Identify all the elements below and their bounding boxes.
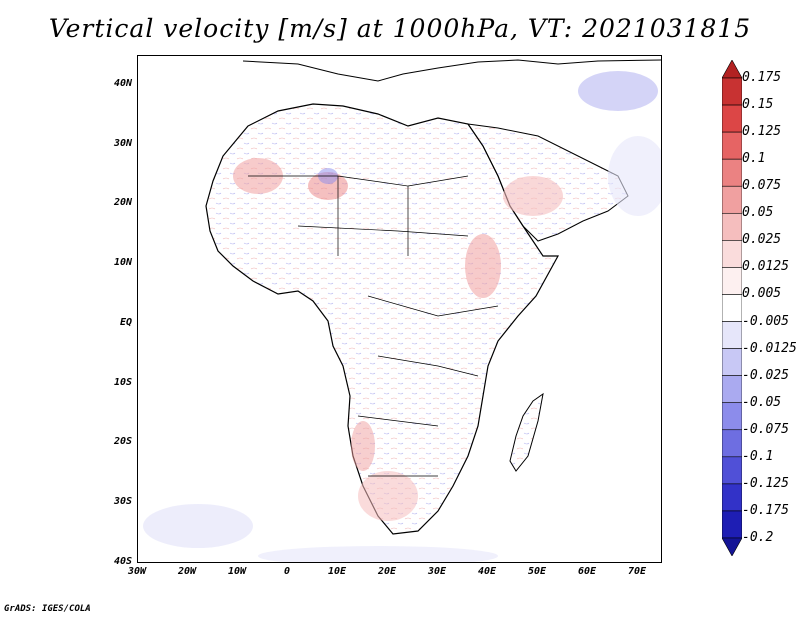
- colorbar-label: 0.025: [742, 232, 782, 248]
- lat-tick-label: 30S: [113, 496, 132, 508]
- colorbar-label: -0.025: [742, 367, 789, 383]
- colorbar-segment: [722, 158, 742, 187]
- colorbar-segment: [722, 537, 742, 556]
- lat-tick-label: 40S: [113, 556, 132, 567]
- colorbar-segment: [722, 212, 742, 241]
- downdraft-patch: [258, 546, 498, 562]
- country-borders: [248, 175, 499, 477]
- colorbar-segment: [722, 483, 742, 512]
- colorbar-label: -0.175: [742, 502, 789, 518]
- lon-tick-label: 30W: [127, 566, 147, 577]
- colorbar-segment: [722, 510, 742, 539]
- lon-tick-label: 10E: [327, 566, 347, 577]
- colorbar-segment: [722, 60, 742, 79]
- lon-tick-label: 50E: [527, 566, 547, 577]
- colorbar-segment: [722, 456, 742, 485]
- grads-credit: GrADS: IGES/COLA: [4, 604, 91, 614]
- colorbar-segment: [722, 131, 742, 160]
- lat-tick-label: 40N: [113, 77, 132, 89]
- colorbar-segment: [722, 321, 742, 349]
- lat-tick-label: 30N: [113, 137, 132, 149]
- lon-tick-label: 60E: [577, 566, 597, 577]
- colorbar-segment: [722, 294, 742, 322]
- colorbar-segment: [722, 185, 742, 214]
- colorbar-segment: [722, 402, 742, 431]
- map-title: Vertical velocity [m/s] at 1000hPa, VT: …: [48, 14, 752, 43]
- updraft-patch: [351, 421, 375, 471]
- colorbar-label: -0.005: [742, 313, 789, 329]
- colorbar: [722, 60, 742, 556]
- colorbar-label: 0.175: [742, 70, 782, 85]
- lon-tick-label: 30E: [427, 566, 447, 577]
- lon-tick-label: 20W: [177, 566, 197, 577]
- lon-tick-label: 20E: [377, 566, 397, 577]
- colorbar-label: 0.0125: [742, 259, 789, 275]
- lat-tick-label: 20N: [113, 197, 132, 209]
- colorbar-segment: [722, 104, 742, 133]
- lon-tick-label: 70E: [627, 566, 647, 577]
- lat-tick-label: 20S: [113, 436, 132, 448]
- colorbar-label: 0.005: [742, 286, 782, 302]
- downdraft-patch: [578, 71, 658, 111]
- colorbar-label: 0.125: [742, 124, 782, 140]
- colorbar-label: -0.1: [742, 448, 774, 464]
- lat-tick-label: 10S: [113, 376, 132, 388]
- colorbar-label: -0.0125: [742, 340, 797, 356]
- lon-tick-label: 40E: [477, 566, 497, 577]
- map-svg: [138, 56, 661, 562]
- updraft-patch: [465, 234, 501, 298]
- colorbar-label: -0.075: [742, 421, 789, 437]
- updraft-patch: [358, 471, 418, 521]
- downdraft-patch: [143, 504, 253, 548]
- europe-coast: [242, 59, 661, 82]
- updraft-patch: [503, 176, 563, 216]
- lon-tick-label: 10W: [227, 566, 247, 577]
- colorbar-label: 0.1: [742, 151, 766, 167]
- colorbar-label: 0.05: [742, 205, 774, 221]
- lat-tick-label: EQ: [119, 316, 132, 328]
- colorbar-segment: [722, 240, 742, 268]
- madagascar-land: [509, 392, 544, 472]
- lon-tick-label: 0: [283, 566, 291, 577]
- downdraft-patch: [608, 136, 661, 216]
- colorbar-label: -0.05: [742, 394, 782, 410]
- colorbar-segment: [722, 429, 742, 458]
- lat-tick-label: 10N: [113, 257, 132, 269]
- colorbar-label: -0.125: [742, 475, 789, 491]
- colorbar-segment: [722, 267, 742, 295]
- colorbar-segment: [722, 375, 742, 404]
- colorbar-segment: [722, 77, 742, 106]
- colorbar-label: 0.075: [742, 178, 782, 194]
- colorbar-label: 0.15: [742, 97, 774, 113]
- colorbar-segment: [722, 348, 742, 376]
- colorbar-label: -0.2: [742, 530, 774, 545]
- map-plot-area: [137, 55, 662, 563]
